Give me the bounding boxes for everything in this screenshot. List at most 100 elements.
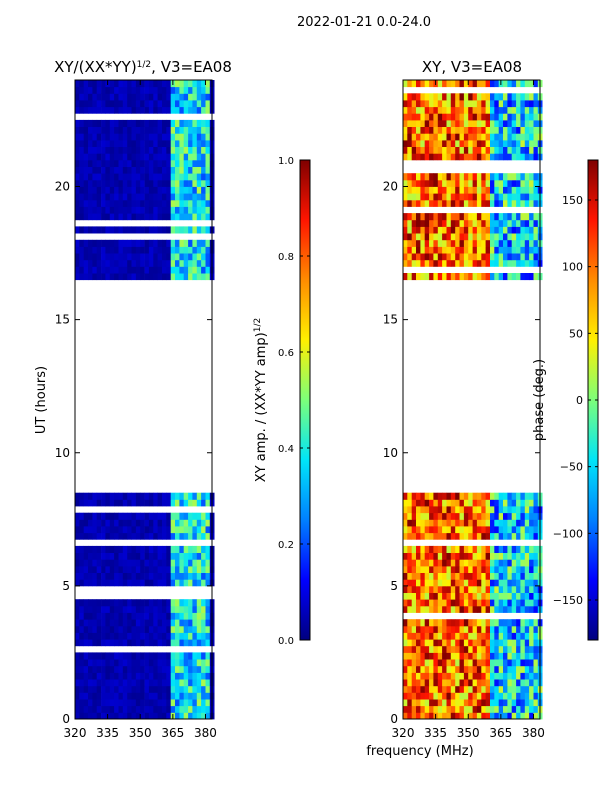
heatmap-cell — [196, 179, 202, 187]
heatmap-cell — [192, 699, 198, 707]
heatmap-cell — [533, 559, 539, 567]
heatmap-cell — [472, 226, 478, 234]
heatmap-cell — [476, 699, 482, 707]
heatmap-cell — [166, 159, 171, 167]
heatmap-cell — [403, 239, 408, 247]
heatmap-cell — [520, 619, 526, 627]
heatmap-cell — [503, 712, 508, 720]
heatmap-cell — [153, 652, 158, 660]
heatmap-cell — [524, 119, 530, 127]
heatmap-cell — [83, 526, 89, 534]
heatmap-cell — [96, 545, 102, 553]
heatmap-cell — [516, 565, 521, 573]
heatmap-cell — [196, 545, 202, 553]
heatmap-cell — [88, 632, 93, 640]
heatmap-cell — [524, 226, 530, 234]
heatmap-cell — [442, 246, 447, 254]
heatmap-cell — [524, 619, 530, 627]
heatmap-cell — [446, 186, 452, 194]
heatmap-cell — [192, 692, 198, 700]
heatmap-cell — [455, 153, 460, 161]
heatmap-cell — [485, 692, 491, 700]
heatmap-cell — [166, 206, 171, 214]
heatmap-cell — [131, 106, 137, 114]
heatmap-cell — [520, 119, 526, 127]
heatmap-cell — [507, 273, 513, 281]
heatmap-cell — [101, 519, 106, 527]
heatmap-cell — [420, 592, 426, 600]
heatmap-cell — [490, 193, 495, 201]
heatmap-cell — [175, 665, 180, 673]
heatmap-cell — [175, 239, 180, 247]
heatmap-cell — [503, 605, 508, 613]
heatmap-cell — [503, 619, 508, 627]
heatmap-cell — [192, 139, 198, 147]
heatmap-cell — [416, 173, 421, 181]
heatmap-cell — [472, 173, 478, 181]
heatmap-cell — [433, 193, 439, 201]
heatmap-cell — [468, 233, 473, 241]
heatmap-cell — [148, 605, 154, 613]
heatmap-cell — [533, 106, 539, 114]
heatmap-cell — [153, 712, 158, 720]
heatmap-cell — [520, 632, 526, 640]
heatmap-cell — [192, 492, 198, 500]
heatmap-cell — [83, 545, 89, 553]
heatmap-cell — [429, 645, 434, 653]
heatmap-cell — [420, 665, 426, 673]
heatmap-cell — [131, 679, 137, 687]
heatmap-cell — [192, 532, 198, 540]
heatmap-cell — [140, 572, 145, 580]
heatmap-cell — [511, 585, 517, 593]
heatmap-cell — [96, 173, 102, 181]
heatmap-cell — [92, 259, 98, 267]
heatmap-cell — [96, 239, 102, 247]
heatmap-cell — [511, 113, 517, 121]
heatmap-cell — [420, 585, 426, 593]
heatmap-cell — [170, 699, 176, 707]
heatmap-cell — [114, 86, 119, 94]
heatmap-cell — [498, 133, 504, 141]
heatmap-cell — [201, 166, 206, 174]
heatmap-cell — [162, 519, 167, 527]
heatmap-cell — [148, 685, 154, 693]
heatmap-cell — [127, 552, 132, 560]
heatmap-cell — [498, 599, 504, 607]
heatmap-cell — [205, 685, 211, 693]
heatmap-cell — [162, 193, 167, 201]
heatmap-cell — [403, 213, 408, 221]
heatmap-cell — [109, 146, 115, 154]
heatmap-cell — [529, 253, 534, 261]
heatmap-cell — [459, 133, 465, 141]
heatmap-cell — [403, 705, 408, 713]
heatmap-cell — [416, 519, 421, 527]
heatmap-cell — [520, 499, 526, 507]
heatmap-cell — [188, 705, 193, 713]
heatmap-cell — [179, 153, 185, 161]
heatmap-cell — [459, 119, 465, 127]
heatmap-cell — [188, 126, 193, 134]
heatmap-cell — [96, 572, 102, 580]
heatmap-cell — [122, 93, 128, 101]
heatmap-cell — [424, 133, 430, 141]
heatmap-cell — [455, 219, 460, 227]
heatmap-cell — [122, 692, 128, 700]
heatmap-cell — [122, 659, 128, 667]
heatmap-cell — [442, 179, 447, 187]
y-tick-label: 20 — [55, 180, 70, 194]
heatmap-cell — [144, 199, 150, 207]
heatmap-cell — [429, 712, 434, 720]
heatmap-cell — [407, 193, 412, 201]
heatmap-cell — [516, 173, 521, 181]
heatmap-cell — [75, 572, 80, 580]
heatmap-cell — [88, 266, 93, 274]
heatmap-cell — [485, 552, 491, 560]
heatmap-cell — [481, 685, 486, 693]
heatmap-cell — [481, 233, 486, 241]
heatmap-cell — [79, 193, 84, 201]
heatmap-cell — [114, 153, 119, 161]
heatmap-cell — [511, 199, 517, 207]
heatmap-cell — [507, 226, 513, 234]
heatmap-cell — [446, 665, 452, 673]
heatmap-cell — [433, 512, 439, 520]
